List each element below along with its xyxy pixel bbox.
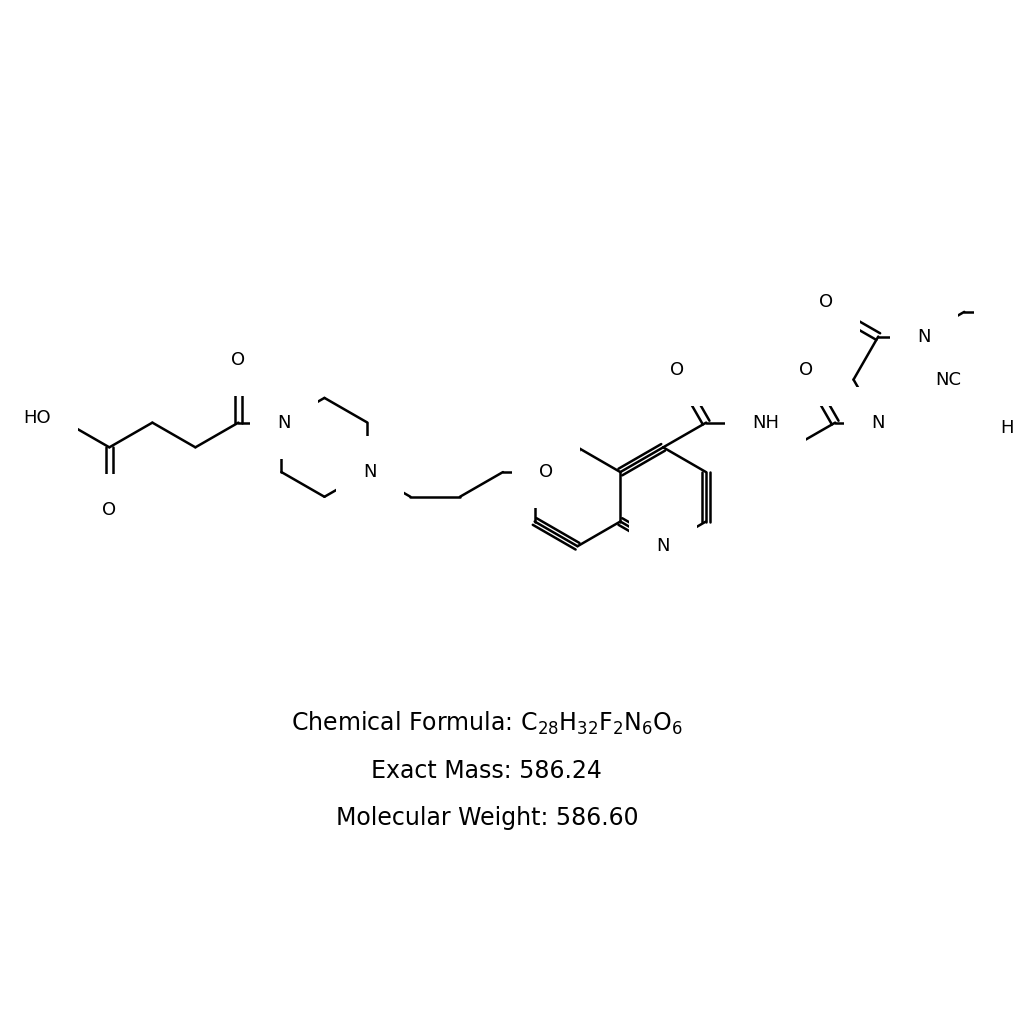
Text: O: O	[102, 501, 117, 519]
Text: N: N	[871, 414, 885, 432]
Text: NC: NC	[936, 371, 962, 388]
Text: O: O	[231, 351, 246, 369]
Text: HO: HO	[24, 409, 51, 427]
Text: N: N	[656, 538, 670, 555]
Text: O: O	[670, 361, 684, 379]
Text: NH: NH	[752, 414, 779, 432]
Text: N: N	[364, 463, 377, 481]
Text: O: O	[799, 361, 813, 379]
Text: H: H	[1000, 419, 1014, 436]
Text: N: N	[278, 414, 291, 432]
Text: O: O	[818, 293, 833, 311]
Text: Chemical Formula: C$_{28}$H$_{32}$F$_{2}$N$_{6}$O$_{6}$: Chemical Formula: C$_{28}$H$_{32}$F$_{2}…	[291, 710, 683, 736]
Text: O: O	[539, 463, 553, 481]
Text: Exact Mass: 586.24: Exact Mass: 586.24	[372, 759, 602, 782]
Text: Molecular Weight: 586.60: Molecular Weight: 586.60	[336, 806, 638, 830]
Text: N: N	[918, 328, 931, 345]
Polygon shape	[1004, 380, 1011, 415]
